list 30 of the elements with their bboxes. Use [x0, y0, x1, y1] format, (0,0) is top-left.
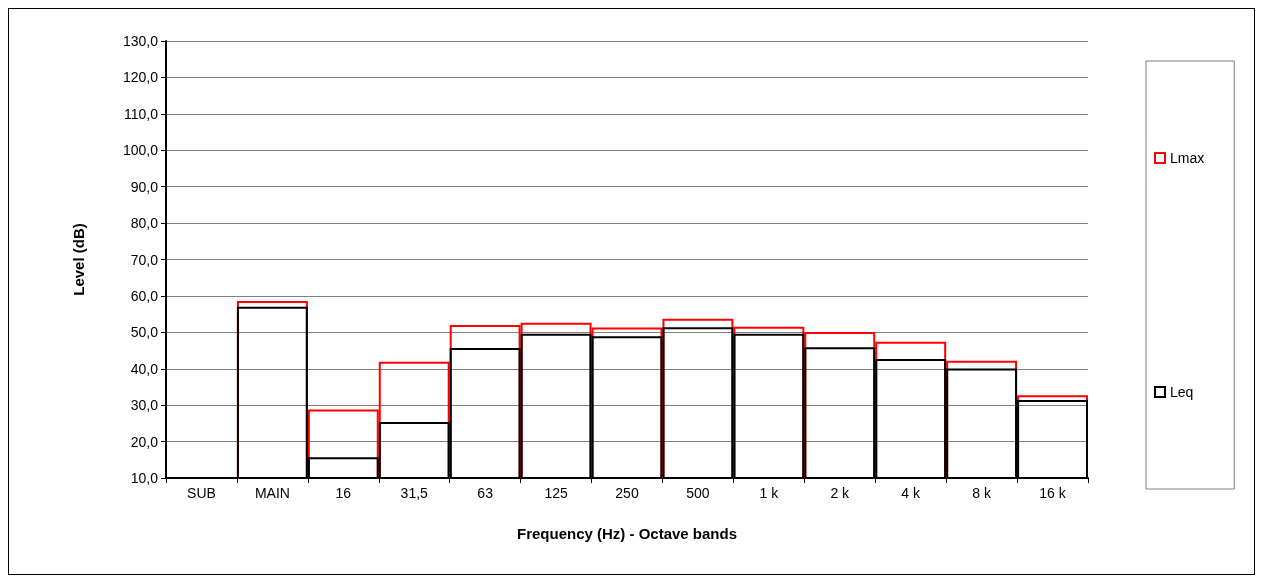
y-tick-label: 10,0	[130, 470, 159, 486]
x-tick-label: 2 k	[830, 485, 851, 501]
y-tick-label: 70,0	[130, 251, 159, 268]
legend-label: Leq	[1170, 384, 1194, 400]
y-tick-label: 80,0	[130, 215, 159, 232]
x-tick-label: MAIN	[254, 485, 290, 501]
y-axis-title: Level (dB)	[70, 223, 87, 296]
y-tick-label: 100,0	[122, 142, 159, 159]
x-tick-label: 1 k	[759, 485, 780, 501]
legend-label: Lmax	[1170, 150, 1205, 166]
x-tick-label: 16 k	[1039, 485, 1067, 501]
x-axis-title: Frequency (Hz) - Octave bands	[516, 525, 738, 542]
x-tick-label: 16	[335, 485, 352, 501]
y-tick-label: 40,0	[130, 360, 159, 377]
y-tick-label: 50,0	[130, 324, 159, 341]
x-tick-label: 4 k	[901, 485, 922, 501]
x-tick-label: SUB	[187, 485, 216, 501]
y-tick-label: 30,0	[130, 397, 159, 414]
x-tick-label: 8 k	[972, 485, 992, 501]
y-tick-label: 20,0	[130, 433, 159, 450]
x-tick-label: 63	[477, 485, 494, 501]
y-tick-label: 110,0	[124, 105, 159, 122]
x-tick-label: 31,5	[400, 485, 429, 501]
x-tick-label: 250	[615, 485, 639, 501]
y-tick-label: 120,0	[122, 69, 159, 86]
x-tick-label: 500	[686, 485, 710, 501]
y-tick-label: 130,0	[122, 33, 159, 49]
y-tick-label: 60,0	[130, 287, 159, 304]
x-tick-label: 125	[544, 485, 568, 501]
y-tick-label: 90,0	[130, 178, 159, 195]
